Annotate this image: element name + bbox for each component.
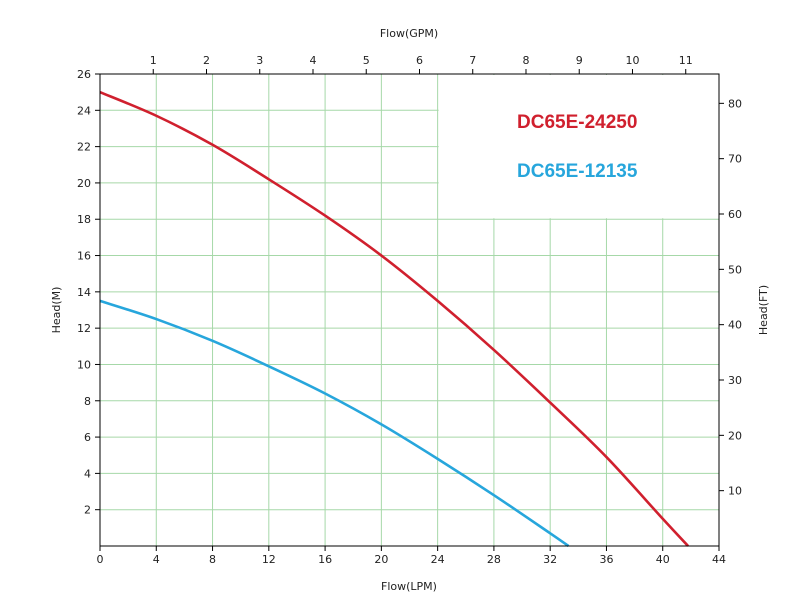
top-axis-label: Flow(GPM) [380,27,438,40]
legend-entry-dc65e-12135: DC65E-12135 [517,161,638,182]
right-tick-label: 30 [728,374,742,387]
left-tick-label: 14 [77,286,91,299]
legend-background [438,75,719,219]
right-tick-label: 10 [728,485,742,498]
legend-entry-dc65e-24250: DC65E-24250 [517,112,637,133]
left-tick-label: 18 [77,213,91,226]
bottom-tick-label: 28 [487,553,501,566]
bottom-axis-label: Flow(LPM) [381,580,437,593]
left-tick-label: 20 [77,177,91,190]
right-tick-label: 20 [728,429,742,442]
left-tick-label: 26 [77,68,91,81]
left-tick-label: 22 [77,141,91,154]
top-tick-label: 1 [150,54,157,67]
left-tick-label: 2 [84,504,91,517]
bottom-tick-label: 0 [97,553,104,566]
bottom-tick-label: 36 [599,553,613,566]
top-tick-label: 2 [203,54,210,67]
right-tick-label: 70 [728,153,742,166]
bottom-tick-label: 4 [153,553,160,566]
left-axis-label: Head(M) [50,287,63,334]
right-tick-label: 50 [728,263,742,276]
bottom-tick-label: 12 [262,553,276,566]
right-tick-label: 80 [728,97,742,110]
top-tick-label: 7 [469,54,476,67]
left-tick-label: 4 [84,467,91,480]
left-tick-label: 6 [84,431,91,444]
right-tick-label: 40 [728,319,742,332]
bottom-tick-label: 44 [712,553,726,566]
right-axis-label: Head(FT) [757,285,770,335]
plot-frame [99,73,720,547]
bottom-tick-label: 40 [656,553,670,566]
top-tick-label: 9 [576,54,583,67]
left-tick-label: 24 [77,104,91,117]
bottom-tick-label: 8 [209,553,216,566]
top-tick-label: 3 [256,54,263,67]
bottom-tick-label: 20 [374,553,388,566]
series-line-dc65e-12135 [99,299,570,548]
left-tick-label: 10 [77,358,91,371]
top-tick-label: 8 [522,54,529,67]
right-tick-label: 60 [728,208,742,221]
top-tick-label: 5 [363,54,370,67]
top-tick-label: 6 [416,54,423,67]
left-tick-label: 12 [77,322,91,335]
left-tick-label: 16 [77,250,91,263]
bottom-tick-label: 24 [431,553,445,566]
top-tick-label: 11 [679,54,693,67]
top-tick-label: 4 [309,54,316,67]
left-tick-label: 8 [84,395,91,408]
series-lines [99,90,690,548]
top-tick-label: 10 [625,54,639,67]
axis-ticks: 0 4 8 12 16 20 24 28 32 36 40 442468101214161820222… [77,54,742,566]
bottom-tick-label: 32 [543,553,557,566]
series-line-dc65e-24250 [99,90,690,547]
bottom-tick-label: 16 [318,553,332,566]
